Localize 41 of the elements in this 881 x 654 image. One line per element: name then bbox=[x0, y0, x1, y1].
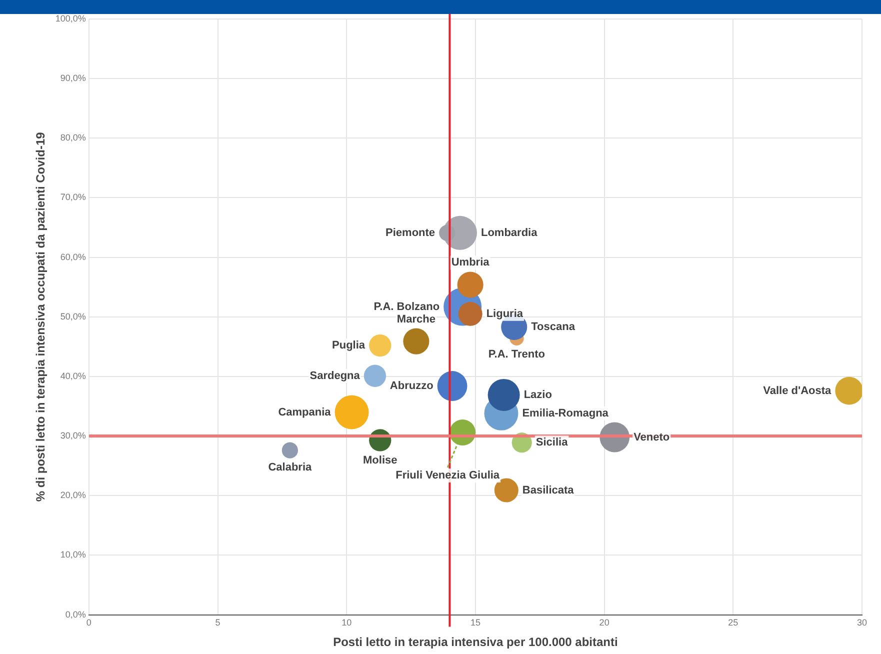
y-tick-label: 60,0% bbox=[60, 252, 86, 262]
x-axis-title: Posti letto in terapia intensiva per 100.000 abitanti bbox=[333, 635, 618, 650]
series-label: Toscana bbox=[531, 321, 576, 334]
x-tick-label: 0 bbox=[86, 618, 92, 628]
x-tick-label: 15 bbox=[470, 618, 480, 628]
series-label: Calabria bbox=[268, 461, 313, 474]
series-label: Basilicata bbox=[522, 484, 575, 496]
y-tick-label: 70,0% bbox=[60, 192, 86, 202]
x-tick-label: 25 bbox=[728, 618, 738, 628]
series-label: Umbria bbox=[451, 256, 490, 269]
y-tick-label: 30,0% bbox=[60, 430, 86, 441]
series-label: Veneto bbox=[634, 431, 670, 444]
series-label: Sardegna bbox=[310, 370, 361, 382]
series-label: Emilia-Romagna bbox=[522, 407, 610, 420]
y-tick-label: 100,0% bbox=[55, 13, 86, 24]
series-label: Molise bbox=[363, 454, 398, 466]
text: Friuli Venezia Giulia bbox=[396, 470, 500, 482]
series-label: Marche bbox=[396, 313, 436, 326]
series-label: P.A. Trento bbox=[488, 348, 546, 360]
y-tick-label: 90,0% bbox=[60, 73, 86, 84]
series-label: Piemonte bbox=[386, 226, 436, 239]
y-tick-label: 0,0% bbox=[65, 609, 86, 620]
y-axis-title: % di posti letto in terapia intensiva occupati da pazienti Covid-19 bbox=[34, 132, 48, 502]
series-label: Puglia bbox=[332, 340, 366, 352]
series-label: Valle d'Aosta bbox=[763, 384, 832, 397]
series-label: Abruzzo bbox=[390, 380, 434, 392]
series-label: Campania bbox=[278, 406, 332, 418]
series-label: Sicilia bbox=[536, 436, 569, 449]
series-label: Liguria bbox=[486, 308, 524, 320]
y-tick-label: 50,0% bbox=[60, 311, 86, 322]
x-tick-label: 5 bbox=[215, 618, 220, 628]
x-tick-label: 30 bbox=[856, 618, 868, 628]
series-label: Lazio bbox=[524, 388, 552, 401]
series-label: Lombardia bbox=[480, 226, 538, 239]
x-tick-label: 10 bbox=[342, 618, 352, 628]
series-label: P.A. Bolzano bbox=[374, 300, 440, 313]
y-tick-label: 20,0% bbox=[60, 490, 86, 500]
y-tick-label: 80,0% bbox=[60, 132, 86, 143]
y-tick-label: 40,0% bbox=[60, 370, 86, 381]
y-tick-label: 10,0% bbox=[60, 550, 86, 560]
x-tick-label: 20 bbox=[599, 618, 610, 628]
